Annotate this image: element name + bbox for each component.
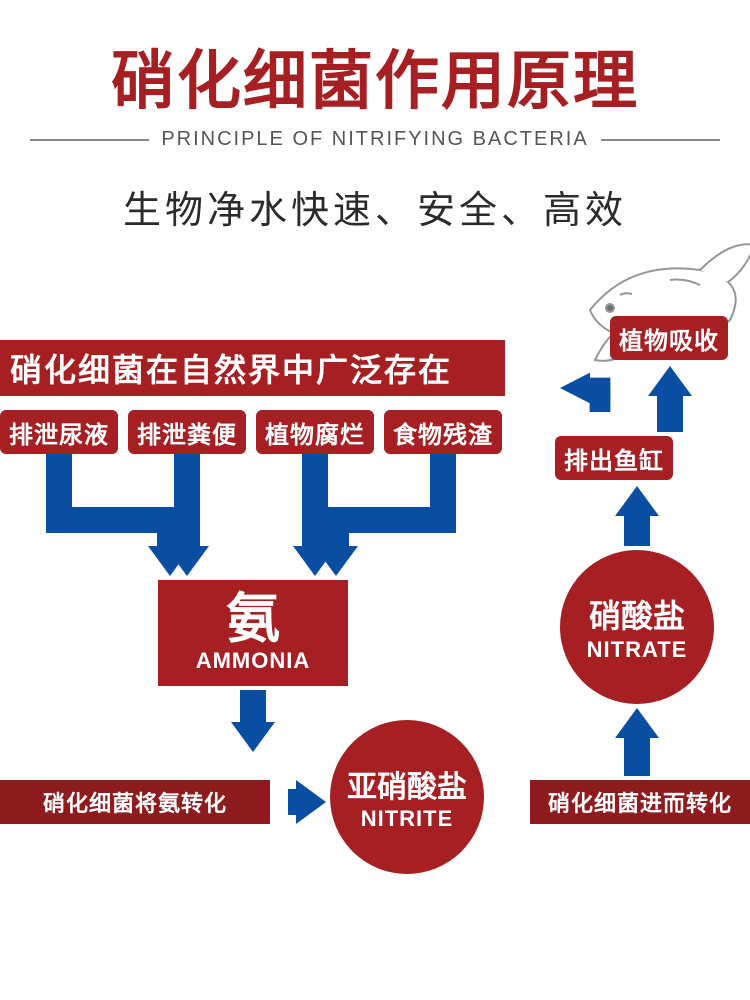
page-root: 硝化细菌作用原理 PRINCIPLE OF NITRIFYING BACTERI… xyxy=(0,0,750,1000)
nitrate-node-zh: 硝酸盐 xyxy=(589,591,685,637)
subtitle: PRINCIPLE OF NITRIFYING BACTERIA xyxy=(161,128,588,151)
ammonia-zh: 氨 xyxy=(226,592,280,646)
source-pill-0: 排泄尿液 xyxy=(0,410,118,454)
source-pill-1: 排泄粪便 xyxy=(128,410,246,454)
main-title: 硝化细菌作用原理 xyxy=(0,0,750,122)
nitrite-node-en: NITRITE xyxy=(361,806,454,832)
nitrate-node: 硝酸盐NITRATE xyxy=(560,550,714,704)
divider-left xyxy=(30,139,149,141)
subtitle-row: PRINCIPLE OF NITRIFYING BACTERIA xyxy=(0,128,750,151)
source-pill-2: 植物腐烂 xyxy=(256,410,374,454)
divider-right xyxy=(601,139,720,141)
caption-ammonia-convert: 硝化细菌将氨转化 xyxy=(0,780,270,824)
nitrite-node: 亚硝酸盐NITRITE xyxy=(330,720,484,874)
nitrate-node-en: NITRATE xyxy=(587,637,688,663)
expel-pill: 排出鱼缸 xyxy=(555,436,673,480)
caption-nitrate-convert: 硝化细菌进而转化 xyxy=(530,780,750,824)
header-bar: 硝化细菌在自然界中广泛存在 xyxy=(0,340,505,396)
source-pill-3: 食物残渣 xyxy=(384,410,502,454)
absorb-pill: 植物吸收 xyxy=(610,316,728,360)
nitrite-node-zh: 亚硝酸盐 xyxy=(347,762,467,806)
flow-diagram: 硝化细菌在自然界中广泛存在排泄尿液排泄粪便植物腐烂食物残渣氨AMMONIA 亚硝酸… xyxy=(0,340,750,1000)
ammonia-node: 氨AMMONIA xyxy=(158,580,348,686)
ammonia-en: AMMONIA xyxy=(196,648,311,674)
